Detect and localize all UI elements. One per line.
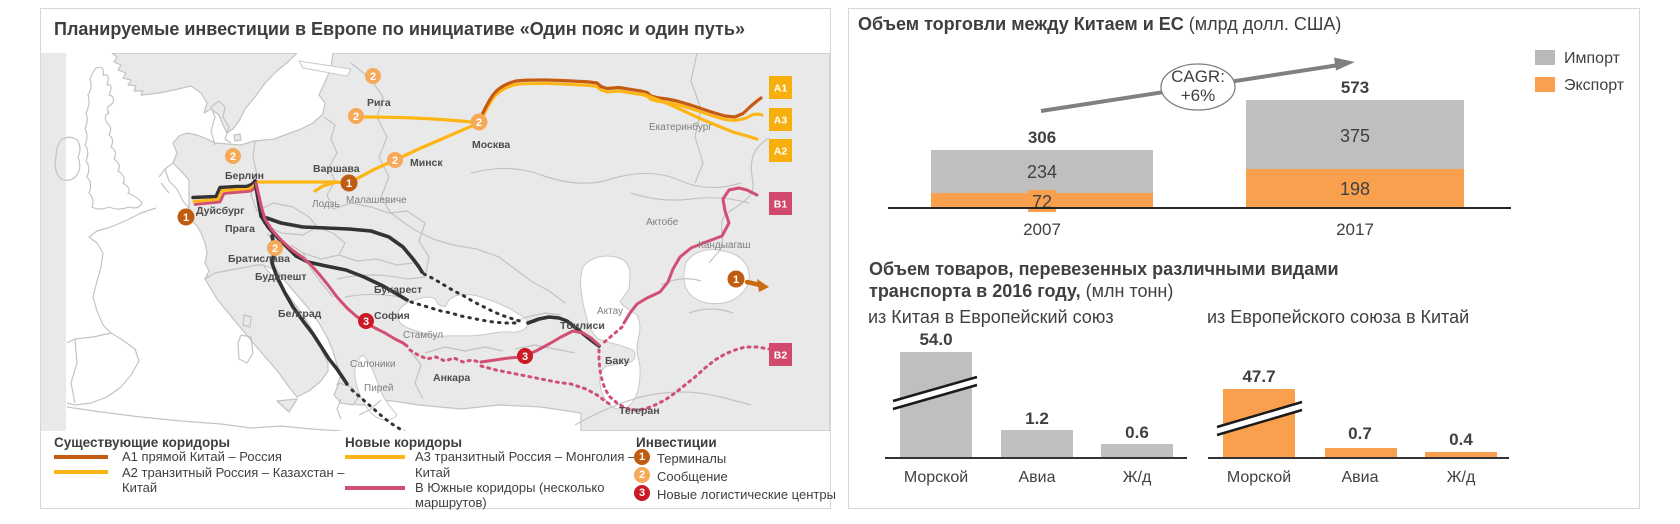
svg-text:Баку: Баку <box>605 355 630 367</box>
svg-text:2: 2 <box>272 243 278 255</box>
svg-text:A3: A3 <box>774 115 788 127</box>
svg-text:1: 1 <box>346 178 352 190</box>
svg-text:1: 1 <box>183 212 189 224</box>
svg-text:Белград: Белград <box>278 308 322 320</box>
svg-text:Бухарест: Бухарест <box>374 284 422 296</box>
svg-text:Тегеран: Тегеран <box>619 405 660 417</box>
svg-text:Лодзь: Лодзь <box>312 199 340 210</box>
svg-text:B1: B1 <box>774 199 788 211</box>
svg-text:Варшава: Варшава <box>313 163 360 175</box>
svg-text:A1: A1 <box>774 83 788 95</box>
svg-text:Малашевиче: Малашевиче <box>346 195 407 206</box>
svg-text:Анкара: Анкара <box>433 372 470 384</box>
svg-text:Москва: Москва <box>472 139 510 151</box>
svg-text:+6%: +6% <box>1181 86 1216 105</box>
svg-text:Тбилиси: Тбилиси <box>560 320 605 332</box>
svg-text:3: 3 <box>363 316 369 328</box>
svg-text:A2: A2 <box>774 146 788 158</box>
svg-text:2: 2 <box>476 117 482 129</box>
svg-text:Дуйсбург: Дуйсбург <box>196 205 245 217</box>
svg-text:Актобе: Актобе <box>646 216 679 228</box>
svg-text:Пирей: Пирей <box>364 383 393 394</box>
svg-text:Салоники: Салоники <box>350 359 395 370</box>
svg-text:2: 2 <box>370 71 376 83</box>
svg-text:Минск: Минск <box>410 157 443 169</box>
svg-text:Будапешт: Будапешт <box>255 271 307 283</box>
svg-text:1: 1 <box>733 274 739 286</box>
svg-text:София: София <box>374 310 410 322</box>
svg-text:Рига: Рига <box>367 97 391 109</box>
svg-text:Берлин: Берлин <box>225 170 264 182</box>
svg-text:Екатеринбург: Екатеринбург <box>649 121 712 133</box>
svg-text:2: 2 <box>353 111 359 123</box>
svg-text:Стамбул: Стамбул <box>403 329 443 341</box>
svg-text:3: 3 <box>522 351 528 363</box>
svg-text:Прага: Прага <box>225 223 255 235</box>
svg-text:2: 2 <box>392 155 398 167</box>
svg-text:Актау: Актау <box>597 306 623 317</box>
svg-text:B2: B2 <box>774 350 788 362</box>
svg-text:CAGR:: CAGR: <box>1171 67 1225 86</box>
svg-text:Братислава: Братислава <box>228 253 290 265</box>
svg-text:Кандыагаш: Кандыагаш <box>698 240 751 251</box>
svg-text:2: 2 <box>230 151 236 163</box>
